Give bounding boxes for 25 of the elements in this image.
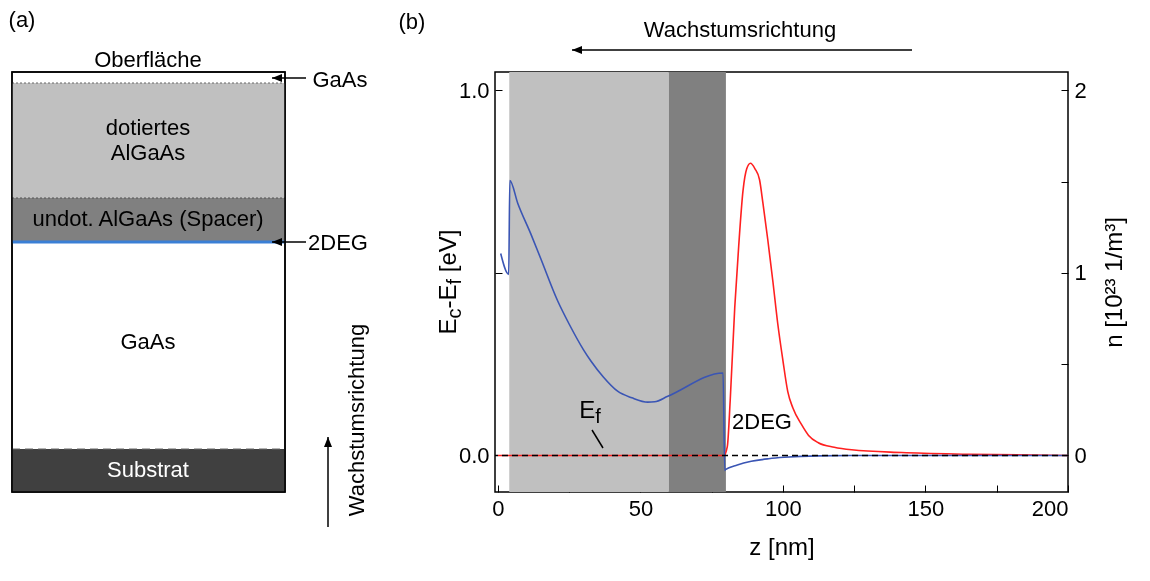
text: Wachstumsrichtung: [344, 323, 370, 517]
text: undot. AlGaAs (Spacer): [32, 206, 264, 232]
y2-axis-title: n [10²³ 1/m³]: [1099, 217, 1127, 348]
x-tick-label: 0: [492, 495, 505, 521]
y2-tick-label: 0: [1074, 442, 1087, 468]
text: Wachstumsrichtung: [643, 17, 837, 43]
y-tick-label: 0.0: [458, 442, 490, 468]
text: GaAs: [312, 67, 368, 93]
x-tick-label: 100: [765, 495, 802, 521]
y2-tick-label: 2: [1074, 77, 1087, 103]
x-tick-label: 200: [1031, 495, 1069, 521]
text: GaAs: [120, 329, 176, 355]
text: dotiertes AlGaAs: [104, 114, 192, 166]
text: Oberfläche: [94, 47, 202, 73]
y2-tick-label: 1: [1074, 260, 1087, 286]
x-tick-label: 50: [628, 495, 654, 521]
annotation: E$_{f}$: [579, 395, 601, 429]
text: (a): [8, 7, 36, 33]
text: Substrat: [107, 457, 189, 483]
x-axis-title: z [nm]: [749, 532, 815, 560]
y-tick-label: 1.0: [458, 77, 490, 103]
text: 2DEG: [308, 230, 368, 256]
chart-title: (b): [398, 9, 426, 34]
x-tick-label: 150: [907, 495, 945, 521]
annotation: 2DEG: [732, 409, 792, 435]
